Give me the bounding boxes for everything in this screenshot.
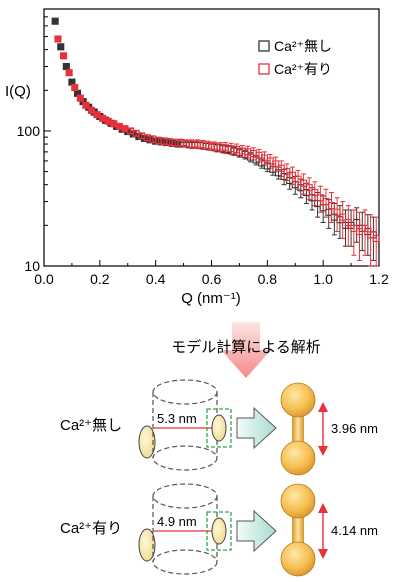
x-tick-label: 0.4 bbox=[146, 271, 166, 287]
series-0 bbox=[51, 17, 377, 261]
legend-label-with-ca: Ca²⁺有り bbox=[274, 61, 332, 77]
data-point bbox=[65, 69, 73, 77]
data-point bbox=[294, 175, 302, 183]
length-arrow-icon bbox=[318, 503, 328, 559]
cylinder-icon bbox=[152, 483, 218, 575]
x-axis-label: Q (nm⁻¹) bbox=[181, 290, 241, 307]
y-tick-label: 10 bbox=[24, 258, 40, 274]
data-point bbox=[51, 17, 59, 25]
model-condition-label: Ca²⁺無し bbox=[60, 417, 122, 434]
data-point bbox=[367, 231, 375, 239]
highlight-box bbox=[206, 511, 232, 551]
model-with-ca: Ca²⁺有り 4.9 nm 4.14 nm bbox=[60, 483, 378, 577]
data-point bbox=[71, 83, 79, 91]
data-point bbox=[361, 224, 369, 232]
side-disc-icon bbox=[138, 425, 156, 459]
model-no-ca: Ca²⁺無し 5.3 nm 3.96 nm bbox=[60, 379, 378, 476]
dumbbell-icon bbox=[280, 483, 316, 577]
dumbbell-icon bbox=[280, 382, 316, 476]
disc-icon bbox=[211, 517, 227, 545]
analysis-arrow: モデル計算による解析 bbox=[171, 322, 321, 378]
radius-label: 5.3 nm bbox=[157, 411, 197, 426]
x-tick-label: 1.2 bbox=[369, 271, 389, 287]
length-label: 4.14 nm bbox=[331, 523, 378, 538]
y-tick-label: 100 bbox=[17, 123, 41, 139]
disc-icon bbox=[211, 414, 227, 442]
data-point bbox=[76, 94, 84, 102]
legend-marker-no-ca bbox=[258, 40, 270, 52]
data-point bbox=[372, 234, 380, 242]
legend-marker-with-ca bbox=[258, 63, 270, 75]
data-point bbox=[305, 184, 313, 192]
y-axis-label: I(Q) bbox=[5, 83, 31, 100]
x-tick-label: 1.0 bbox=[313, 271, 333, 287]
data-point bbox=[339, 213, 347, 221]
radius-label: 4.9 nm bbox=[157, 514, 197, 529]
x-tick-label: 0.2 bbox=[90, 271, 110, 287]
highlight-box bbox=[206, 408, 232, 448]
legend: Ca²⁺無し Ca²⁺有り bbox=[258, 38, 332, 77]
data-point bbox=[333, 208, 341, 216]
legend-label-no-ca: Ca²⁺無し bbox=[274, 38, 332, 54]
data-point bbox=[93, 111, 101, 119]
x-tick-label: 0.6 bbox=[202, 271, 222, 287]
data-point bbox=[322, 198, 330, 206]
model-condition-label: Ca²⁺有り bbox=[60, 520, 122, 537]
data-point bbox=[82, 101, 90, 109]
data-point bbox=[344, 218, 352, 227]
data-point bbox=[272, 160, 280, 168]
data-point bbox=[316, 194, 324, 202]
x-tick-label: 0.0 bbox=[34, 271, 54, 287]
saxs-chart: 10 100 0.0 0.2 0.4 0.6 0.8 1.0 1.2 I(Q) Q (nm⁻¹… bbox=[5, 8, 389, 307]
data-point bbox=[288, 171, 297, 179]
right-arrow-icon bbox=[236, 509, 277, 553]
series-1 bbox=[54, 35, 380, 267]
data-point bbox=[54, 35, 62, 43]
length-arrow-icon bbox=[318, 402, 328, 456]
data-point bbox=[59, 52, 68, 60]
side-disc-icon bbox=[138, 528, 156, 562]
x-tick-label: 0.8 bbox=[258, 271, 278, 287]
series-layer bbox=[51, 17, 380, 267]
data-point bbox=[311, 188, 319, 197]
data-point bbox=[62, 62, 70, 71]
y-axis-ticks: 10 100 bbox=[17, 8, 51, 274]
analysis-label: モデル計算による解析 bbox=[171, 338, 321, 356]
data-point bbox=[327, 202, 336, 210]
length-label: 3.96 nm bbox=[331, 421, 378, 436]
right-arrow-icon bbox=[236, 406, 277, 450]
data-point bbox=[57, 43, 65, 51]
data-point bbox=[283, 168, 291, 176]
data-point bbox=[87, 106, 96, 114]
data-point bbox=[300, 179, 308, 187]
down-arrow-icon bbox=[221, 322, 271, 378]
x-axis-ticks: 0.0 0.2 0.4 0.6 0.8 1.0 1.2 bbox=[34, 260, 389, 287]
